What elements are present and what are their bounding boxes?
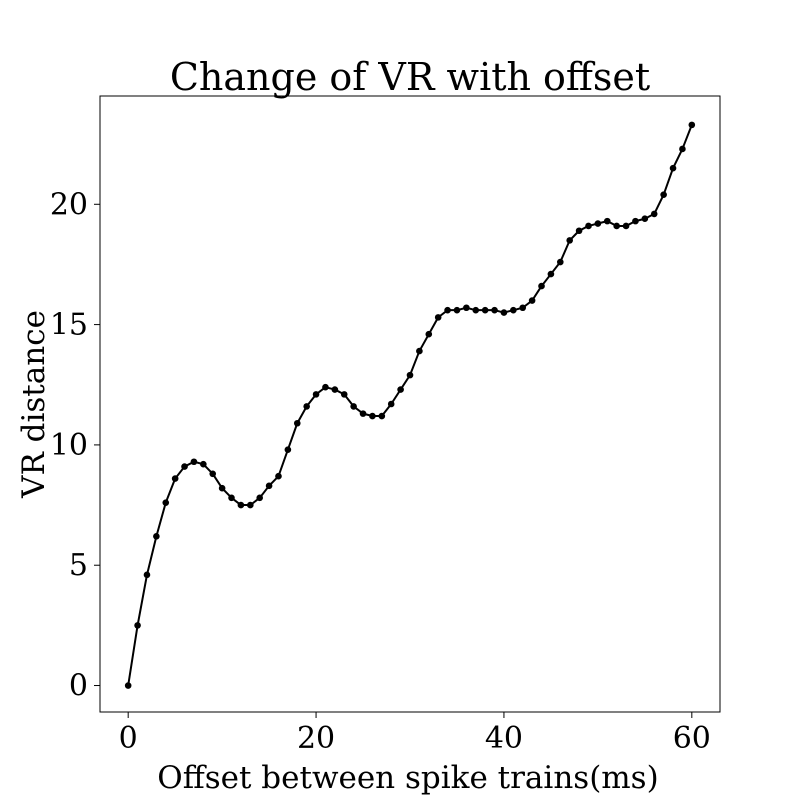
data-point — [444, 306, 451, 314]
data-point — [472, 306, 480, 314]
y-axis: 0 5 10 15 20 — [50, 187, 100, 704]
data-point — [171, 475, 179, 482]
data-point — [585, 222, 592, 230]
data-point — [519, 304, 527, 312]
data-point — [547, 270, 555, 278]
data-point — [406, 371, 414, 379]
data-point — [566, 237, 573, 244]
data-point — [416, 347, 423, 355]
data-point — [387, 400, 395, 408]
data-point — [481, 306, 489, 314]
data-point — [679, 145, 686, 153]
data-point — [575, 227, 583, 235]
data-point — [453, 306, 461, 314]
data-points — [124, 121, 696, 689]
data-point — [425, 330, 433, 338]
data-point — [209, 470, 217, 478]
plot-frame — [99, 95, 721, 713]
data-point — [650, 210, 658, 218]
y-tick-label: 15 — [50, 308, 88, 343]
data-point — [397, 386, 404, 393]
data-point — [669, 164, 677, 172]
data-point — [491, 306, 498, 314]
data-point — [181, 463, 188, 470]
data-point — [124, 682, 132, 689]
x-axis-label: Offset between spike trains(ms) — [157, 760, 658, 796]
data-point — [359, 410, 367, 417]
data-point — [293, 419, 301, 427]
data-point — [632, 217, 639, 225]
data-point — [340, 391, 348, 398]
data-point — [134, 622, 141, 629]
data-point — [369, 412, 376, 420]
y-axis-label: VR distance — [16, 310, 52, 499]
data-point — [528, 297, 536, 304]
data-point — [237, 501, 245, 509]
data-point — [190, 458, 198, 466]
chart-title: Change of VR with offset — [170, 55, 650, 99]
y-tick-label: 0 — [69, 669, 88, 704]
data-point — [143, 571, 151, 579]
data-point — [500, 309, 508, 316]
data-point — [153, 533, 160, 540]
data-point — [463, 304, 470, 312]
x-tick-label: 0 — [119, 721, 138, 756]
data-point — [557, 258, 564, 266]
x-tick-label: 40 — [485, 721, 523, 756]
data-point — [265, 482, 273, 490]
data-point — [594, 220, 602, 227]
data-point — [434, 314, 442, 321]
data-point — [688, 121, 696, 129]
data-point — [622, 222, 630, 230]
data-point — [312, 391, 320, 398]
data-point — [660, 191, 667, 198]
x-tick-label: 60 — [673, 721, 711, 756]
data-point — [603, 217, 611, 225]
data-point — [218, 484, 226, 492]
x-tick-label: 20 — [297, 721, 335, 756]
data-point — [256, 494, 263, 502]
data-point — [228, 494, 235, 502]
y-tick-label: 5 — [69, 548, 88, 583]
data-point — [322, 383, 329, 391]
data-point — [275, 472, 282, 480]
y-tick-label: 20 — [50, 187, 88, 222]
data-point — [510, 306, 517, 314]
data-point — [538, 282, 545, 290]
data-point — [284, 446, 292, 454]
x-axis: 0 20 40 60 — [119, 712, 711, 756]
series-line — [127, 124, 693, 686]
y-tick-label: 10 — [50, 428, 88, 463]
data-point — [641, 215, 649, 223]
data-point — [247, 501, 254, 509]
data-point — [200, 460, 207, 468]
data-point — [613, 222, 620, 230]
data-point — [162, 499, 170, 506]
data-point — [350, 403, 357, 410]
data-point — [378, 412, 386, 420]
data-point — [303, 403, 310, 410]
data-point — [331, 386, 339, 393]
